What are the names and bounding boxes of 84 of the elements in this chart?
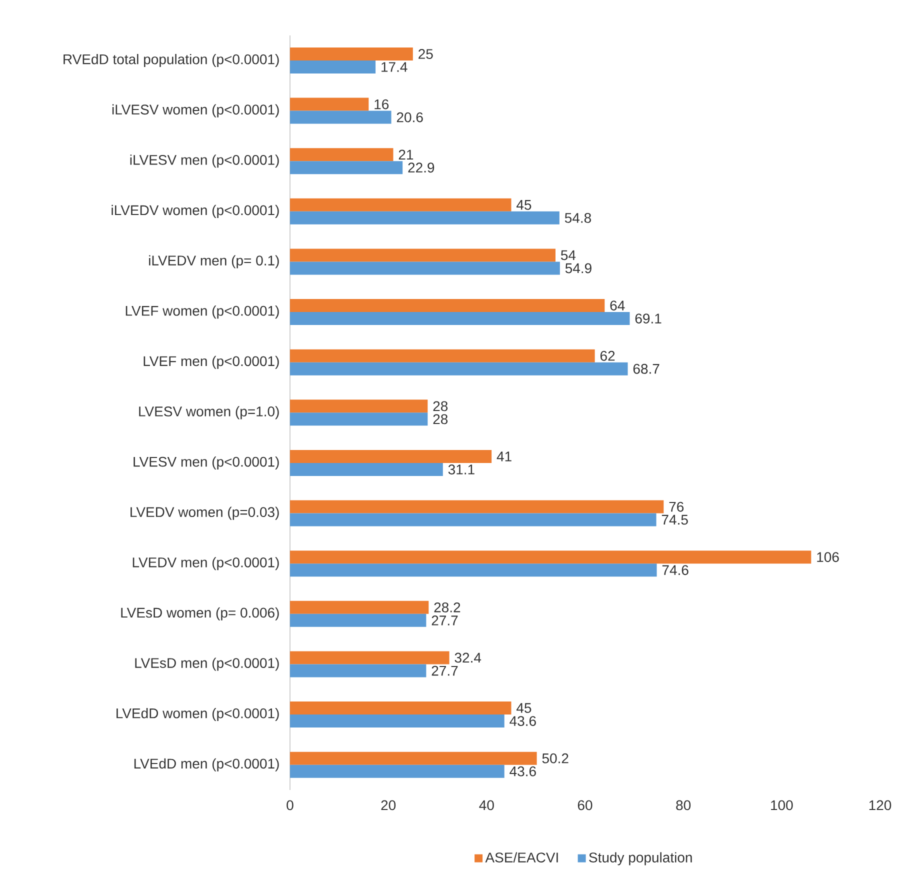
data-label: 64	[610, 300, 625, 311]
data-label: 17.4	[382, 62, 408, 72]
x-tick-label: 60	[578, 800, 592, 810]
data-label: 20.6	[396, 112, 423, 122]
y-tick-label: LVEsD women (p= 0.006)	[121, 607, 279, 620]
bar	[290, 198, 512, 212]
data-label: 43.6	[510, 716, 536, 726]
bar	[290, 98, 369, 111]
data-label: 28	[433, 414, 448, 424]
y-tick-label: LVESV women (p=1.0)	[139, 406, 279, 420]
bar	[290, 349, 595, 362]
y-tick-label: LVEdD women (p<0.0001)	[116, 708, 279, 722]
bar	[290, 651, 450, 664]
data-label: 45	[516, 200, 532, 210]
y-tick-label: LVEDV men (p<0.0001)	[132, 557, 279, 570]
x-tick-label: 120	[869, 800, 892, 810]
bar	[290, 462, 443, 476]
data-label: 31.1	[448, 464, 474, 474]
legend-label: Study population	[589, 852, 692, 866]
y-tick-label: LVEDV women (p=0.03)	[130, 506, 279, 520]
data-label: 25	[418, 49, 433, 59]
y-tick-label: iLVESV men (p<0.0001)	[130, 154, 279, 168]
data-label: 28.2	[434, 602, 460, 612]
bar	[290, 299, 605, 312]
bar	[290, 500, 664, 514]
x-tick-label: 80	[676, 800, 691, 810]
bar	[290, 564, 657, 577]
bar	[290, 752, 537, 765]
data-label: 22.9	[408, 162, 434, 173]
bar	[290, 614, 426, 627]
bar	[290, 161, 403, 174]
data-label: 54.9	[565, 263, 592, 274]
data-label: 21	[398, 150, 414, 160]
bar	[290, 211, 560, 224]
y-tick-label: LVEdD men (p<0.0001)	[134, 758, 279, 772]
data-label: 41	[496, 452, 512, 462]
bar	[290, 60, 376, 74]
bar	[290, 400, 428, 413]
data-label: 69.1	[635, 314, 662, 324]
data-label: 74.6	[662, 565, 688, 576]
data-label: 27.7	[432, 666, 458, 676]
data-label: 45	[516, 703, 532, 713]
x-tick-label: 40	[479, 800, 494, 810]
y-tick-label: RVEdD total population (p<0.0001)	[64, 54, 279, 68]
bar	[290, 764, 504, 778]
bar	[290, 702, 512, 715]
bar	[290, 148, 394, 162]
x-tick-label: 100	[771, 800, 793, 810]
y-tick-label: LVEsD men (p<0.0001)	[135, 658, 279, 671]
data-label: 68.7	[633, 364, 660, 374]
bar	[290, 714, 504, 728]
data-label: 54	[560, 250, 576, 260]
data-label: 32.4	[454, 652, 482, 663]
x-tick-label: 0	[286, 800, 294, 810]
y-tick-label: iLVESV women (p<0.0001)	[112, 104, 279, 118]
data-label: 43.6	[510, 766, 536, 776]
bar	[290, 664, 426, 678]
data-label: 16	[374, 99, 389, 110]
data-label: 27.7	[432, 616, 458, 626]
y-tick-label: LVEF men (p<0.0001)	[144, 356, 279, 369]
y-tick-label: iLVEDV men (p= 0.1)	[149, 255, 279, 268]
data-label: 28	[433, 401, 448, 412]
x-tick-label: 20	[381, 800, 396, 810]
bar	[290, 110, 392, 124]
y-tick-label: iLVEDV women (p<0.0001)	[112, 204, 279, 218]
data-label: 76	[669, 502, 684, 512]
bar	[290, 600, 429, 614]
bar	[290, 412, 428, 426]
data-label: 74.5	[662, 514, 688, 525]
data-label: 62	[600, 350, 615, 361]
bar	[290, 312, 630, 326]
bar	[290, 513, 656, 526]
bar	[290, 248, 556, 262]
legend-label: ASE/EACVI	[485, 852, 558, 862]
bar	[290, 362, 628, 376]
data-label: 54.8	[564, 212, 591, 223]
data-label: 50.2	[542, 753, 568, 764]
bar	[290, 262, 560, 275]
bar	[290, 550, 812, 564]
bar	[290, 450, 492, 463]
bar	[290, 47, 413, 60]
data-label: 106	[817, 552, 839, 562]
y-tick-label: LVEF women (p<0.0001)	[126, 306, 279, 319]
y-tick-label: LVESV men (p<0.0001)	[134, 456, 279, 470]
